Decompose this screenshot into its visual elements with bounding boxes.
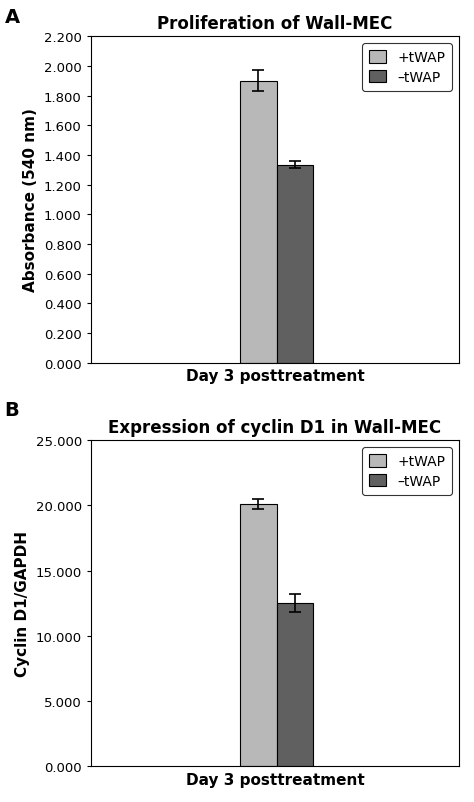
Bar xyxy=(277,604,313,767)
X-axis label: Day 3 posttreatment: Day 3 posttreatment xyxy=(185,369,365,383)
Y-axis label: Cyclin D1/GAPDH: Cyclin D1/GAPDH xyxy=(15,531,30,676)
X-axis label: Day 3 posttreatment: Day 3 posttreatment xyxy=(185,772,365,787)
Title: Expression of cyclin D1 in Wall-MEC: Expression of cyclin D1 in Wall-MEC xyxy=(109,419,441,436)
Legend: +tWAP, –tWAP: +tWAP, –tWAP xyxy=(363,448,452,495)
Bar xyxy=(240,504,277,767)
Text: A: A xyxy=(5,8,20,27)
Legend: +tWAP, –tWAP: +tWAP, –tWAP xyxy=(363,44,452,91)
Text: B: B xyxy=(5,401,19,420)
Y-axis label: Absorbance (540 nm): Absorbance (540 nm) xyxy=(23,108,38,292)
Bar xyxy=(277,165,313,363)
Title: Proliferation of Wall-MEC: Proliferation of Wall-MEC xyxy=(157,15,392,33)
Bar xyxy=(240,82,277,363)
